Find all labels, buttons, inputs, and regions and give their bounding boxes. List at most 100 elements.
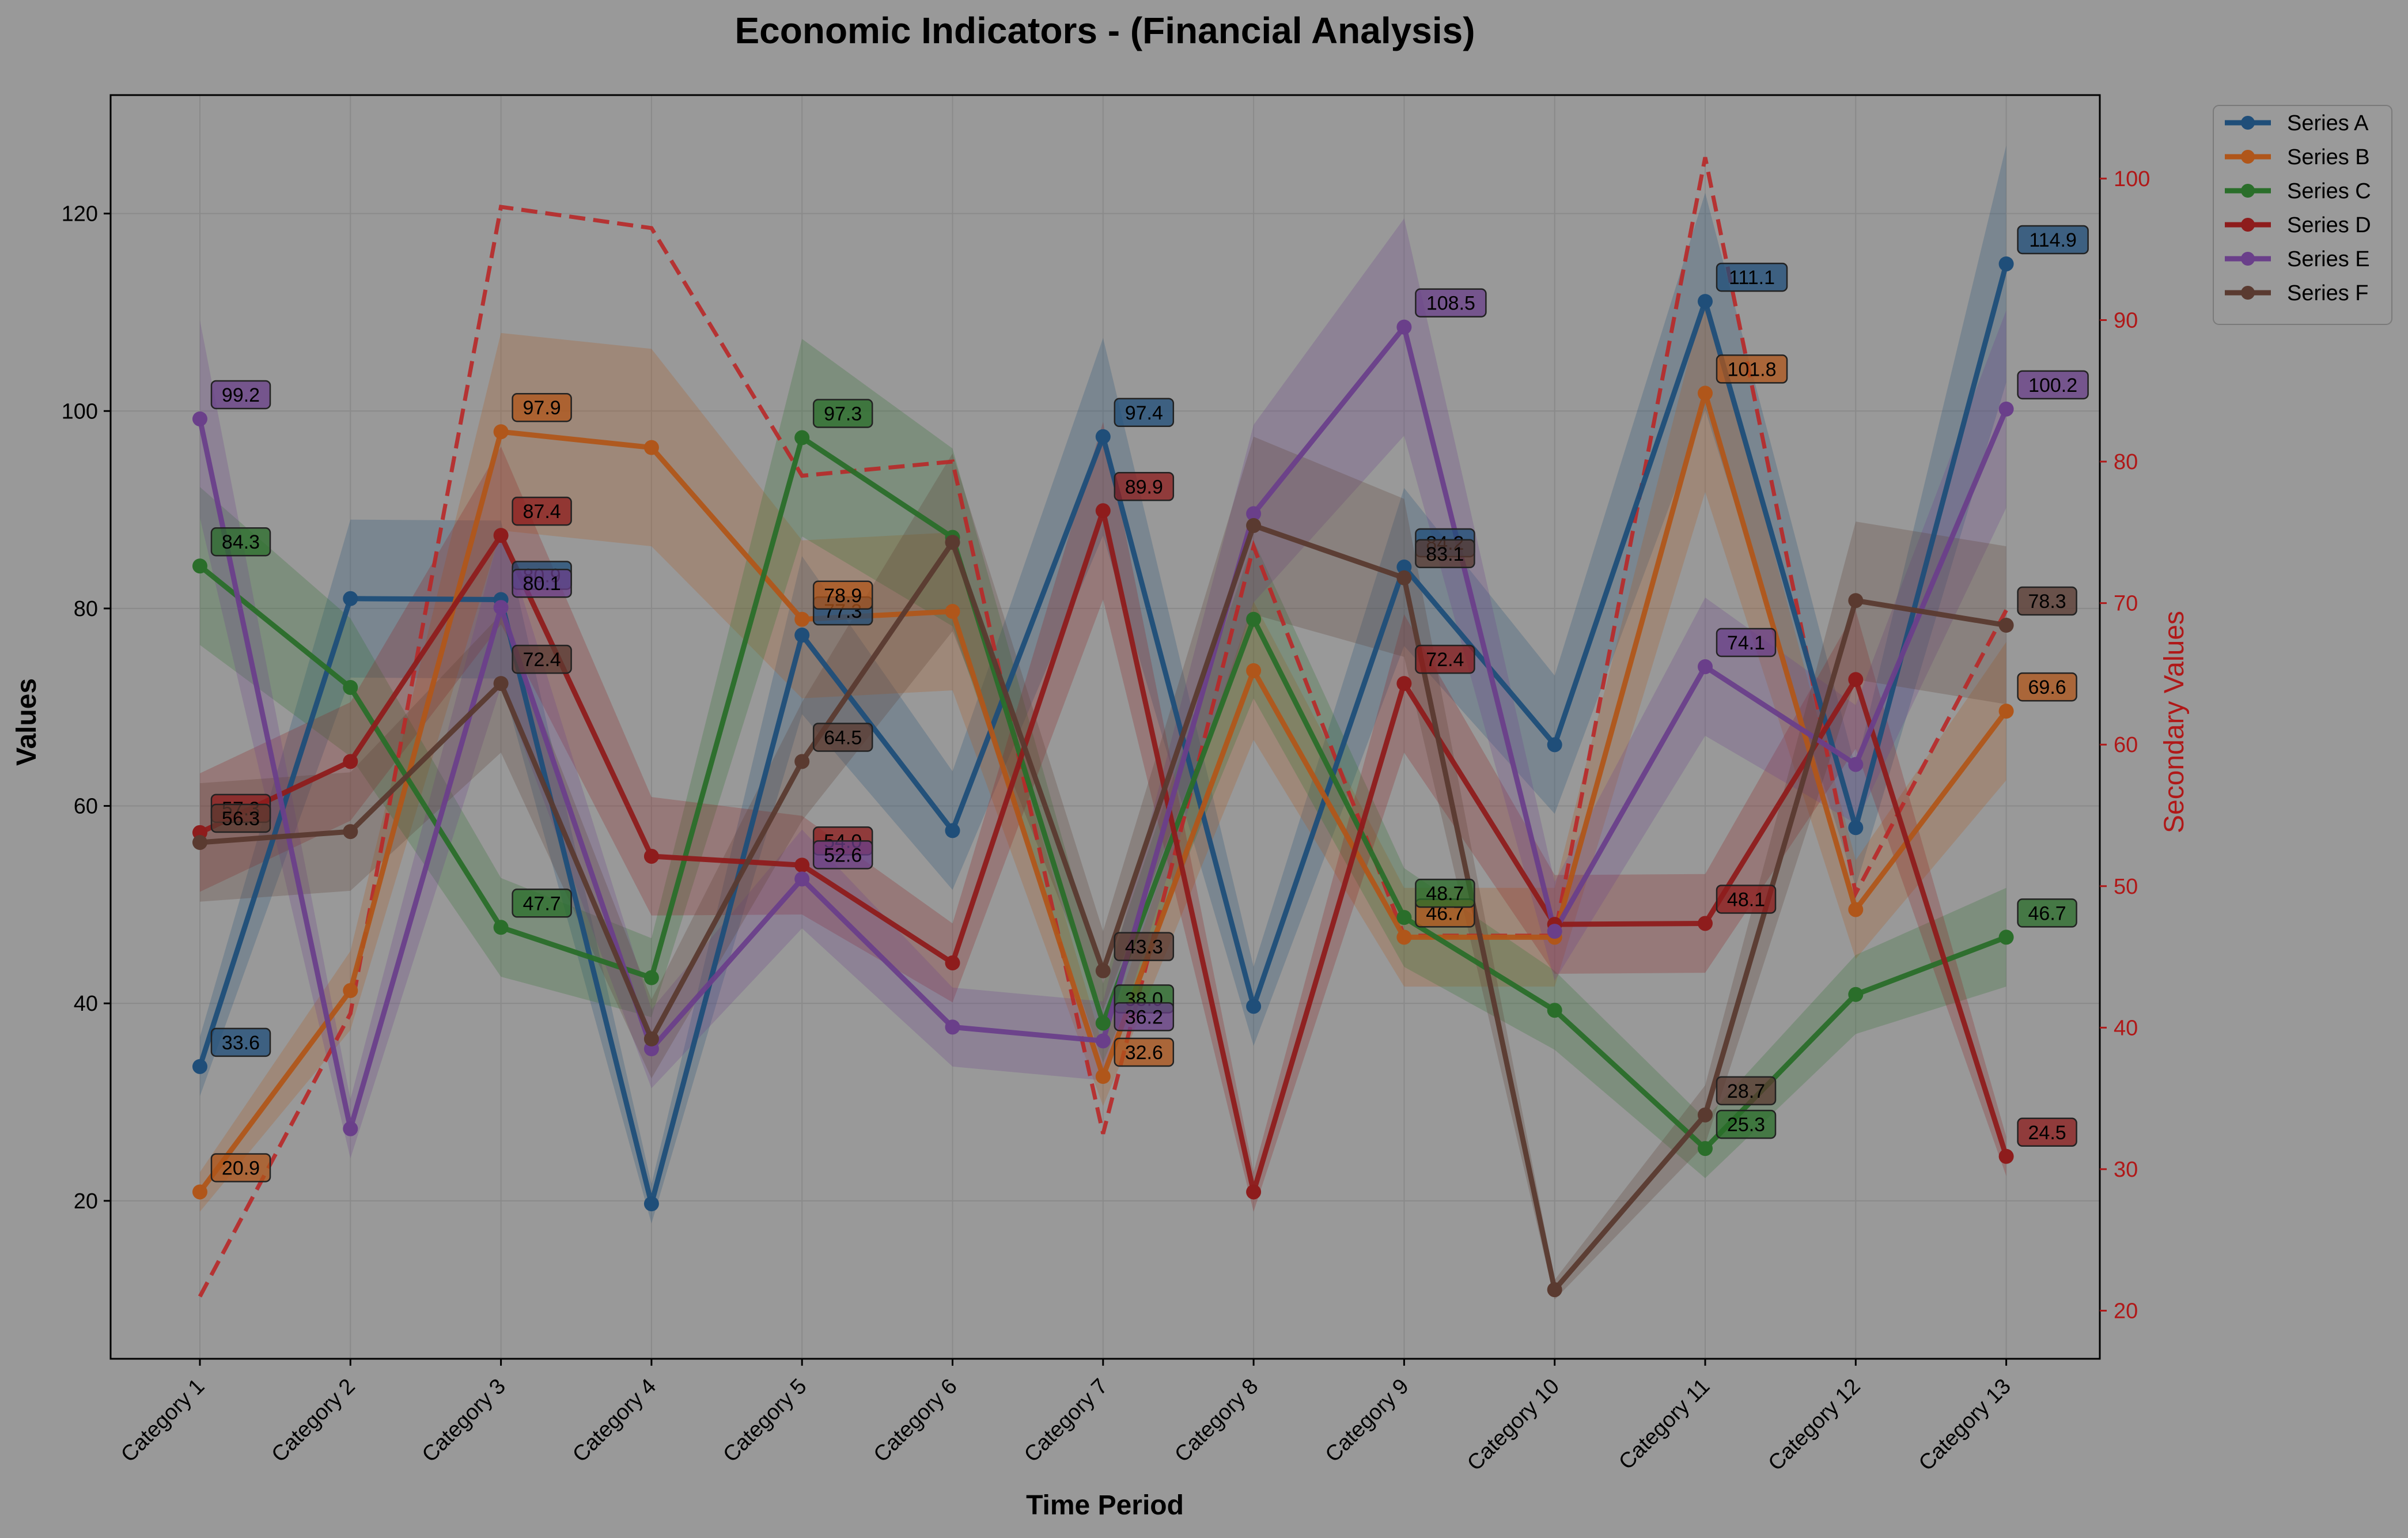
data-label-box	[512, 568, 572, 598]
data-label-text: 72.4	[1426, 649, 1464, 671]
x-tick-label: Category 2	[267, 1374, 360, 1467]
data-label-box	[1114, 472, 1175, 501]
data-label-box	[210, 380, 271, 410]
chart-title: Economic Indicators - (Financial Analysi…	[734, 10, 1475, 51]
data-label-text: 87.4	[523, 501, 561, 523]
plot-area	[111, 95, 2100, 1359]
data-point	[1848, 902, 1864, 917]
data-label: 48.7	[1415, 878, 1475, 908]
data-point	[1396, 910, 1412, 925]
data-point	[192, 834, 207, 850]
data-label-text: 72.4	[523, 649, 561, 671]
data-label-text: 25.3	[1727, 1114, 1765, 1136]
data-label-box	[1415, 644, 1475, 674]
legend-label: Series B	[2287, 145, 2370, 169]
data-point	[1698, 294, 1713, 309]
legend: Series A Series B Series C Series D Series E…	[2213, 105, 2392, 325]
data-label-box	[2017, 225, 2089, 255]
data-point	[1998, 1148, 2014, 1164]
data-label: 108.5	[1415, 288, 1487, 318]
x-tick-label: Category 12	[1764, 1374, 1865, 1476]
data-label-box	[210, 803, 271, 833]
legend-label: Series C	[2287, 179, 2371, 203]
data-label: 33.6	[210, 1027, 271, 1057]
x-axis-label: Time Period	[1026, 1490, 1184, 1521]
y2-tick-label: 80	[2114, 450, 2138, 474]
data-label-text: 32.6	[1125, 1042, 1163, 1064]
data-label-text: 33.6	[222, 1032, 260, 1054]
data-label-box	[1716, 1109, 1777, 1139]
data-label-box	[1716, 354, 1788, 384]
data-label: 111.1	[1716, 262, 1788, 292]
y-tick-label: 40	[74, 992, 98, 1016]
plot-background	[111, 95, 2100, 1359]
data-point	[1698, 1107, 1713, 1123]
x-tick-label: Category 10	[1463, 1374, 1564, 1476]
data-label: 24.5	[2017, 1117, 2077, 1147]
data-point	[343, 591, 358, 606]
data-label: 84.3	[210, 527, 271, 557]
data-point	[945, 535, 960, 550]
data-label: 48.1	[1716, 885, 1777, 914]
y2-tick-label: 30	[2114, 1158, 2138, 1182]
data-label-text: 89.9	[1125, 476, 1163, 498]
data-point	[1848, 593, 1864, 609]
data-label: 114.9	[2017, 225, 2089, 255]
data-label-text: 48.1	[1727, 889, 1765, 910]
data-label-text: 97.4	[1125, 402, 1163, 424]
x-tick-label: Category 6	[869, 1374, 962, 1467]
data-label: 100.2	[2017, 370, 2089, 400]
data-label-box	[1716, 628, 1777, 657]
data-label-text: 114.9	[2029, 229, 2077, 251]
data-point	[493, 676, 509, 691]
data-point	[945, 823, 960, 838]
data-point	[1246, 1184, 1262, 1200]
data-point	[643, 1031, 659, 1046]
data-point	[1246, 663, 1262, 678]
data-point	[1396, 676, 1412, 691]
data-label-text: 20.9	[222, 1157, 260, 1179]
data-label-text: 74.1	[1727, 632, 1765, 654]
y2-tick-label: 40	[2114, 1016, 2138, 1040]
y-axis-label: Values	[12, 678, 42, 766]
data-label-box	[1114, 1037, 1175, 1067]
data-label: 28.7	[1716, 1076, 1777, 1106]
y2-axis-label: Secondary Values	[2159, 611, 2190, 833]
data-label-text: 101.8	[1727, 358, 1776, 380]
data-label: 74.1	[1716, 628, 1777, 657]
legend-box	[2213, 105, 2392, 325]
legend-item: Series C	[2225, 179, 2371, 203]
legend-swatch-marker	[2241, 150, 2255, 164]
data-point	[643, 1196, 659, 1212]
data-label-text: 48.7	[1426, 883, 1464, 905]
data-point	[945, 955, 960, 970]
data-label-text: 99.2	[222, 384, 260, 406]
data-point	[1396, 559, 1412, 575]
legend-item: Series E	[2225, 247, 2370, 271]
data-point	[343, 679, 358, 695]
data-label: 36.2	[1114, 1002, 1175, 1031]
axes-frame	[109, 94, 2101, 1360]
data-point	[794, 754, 810, 769]
data-label: 80.1	[512, 568, 572, 598]
data-label-box	[210, 1027, 271, 1057]
legend-swatch-marker	[2241, 286, 2255, 300]
data-label: 97.4	[1114, 398, 1175, 428]
data-point	[1998, 618, 2014, 633]
data-point	[1396, 570, 1412, 585]
data-label: 56.3	[210, 803, 271, 833]
data-point	[1095, 429, 1111, 444]
data-point	[643, 848, 659, 864]
data-label: 101.8	[1716, 354, 1788, 384]
data-label: 47.7	[512, 889, 572, 918]
data-point	[643, 970, 659, 985]
legend-item: Series D	[2225, 213, 2371, 237]
data-label-text: 69.6	[2028, 677, 2066, 698]
y-tick-label: 80	[74, 597, 98, 621]
data-labels: 33.680.977.397.484.2111.1114.920.997.978…	[210, 225, 2089, 1182]
data-label-box	[812, 723, 873, 752]
data-point	[493, 920, 509, 935]
legend-swatch-marker	[2241, 116, 2255, 130]
data-label-text: 46.7	[2028, 902, 2066, 924]
